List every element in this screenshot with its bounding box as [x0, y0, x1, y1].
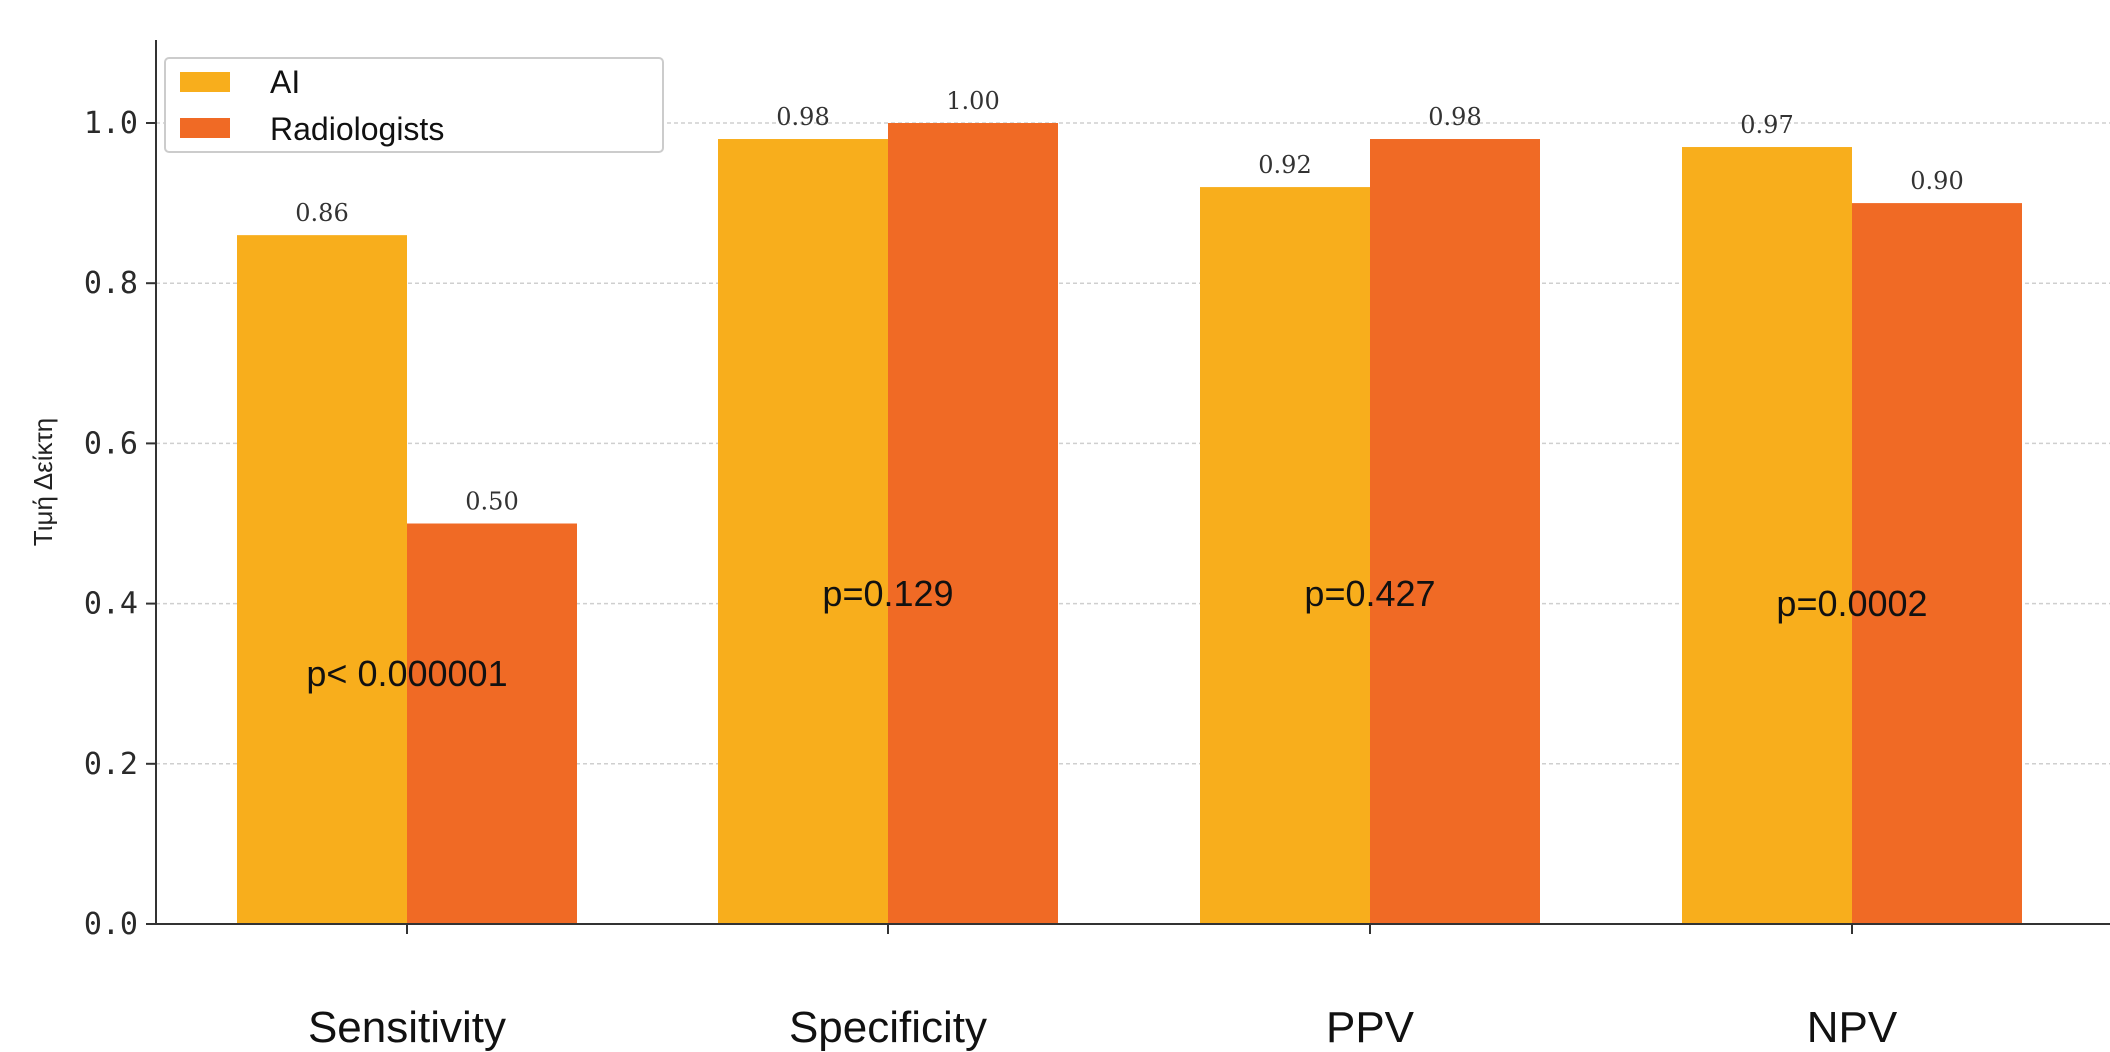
- p-value-annotation: p=0.0002: [1776, 583, 1927, 624]
- tick-layer: 0.0 0.2 0.4 0.6 0.8 1.0: [84, 106, 1853, 942]
- data-label-radiologists: 0.90: [1910, 167, 1963, 195]
- y-tick-label: 0.0: [84, 907, 138, 942]
- y-tick-label: 0.2: [84, 747, 138, 782]
- y-tick-label: 0.4: [84, 587, 138, 622]
- category-layer: Sensitivity Specificity PPV NPV: [308, 1003, 1898, 1052]
- data-label-radiologists: 1.00: [946, 87, 999, 115]
- category-label-ppv: PPV: [1326, 1003, 1415, 1052]
- data-label-radiologists: 0.98: [1428, 103, 1481, 131]
- data-label-ai: 0.97: [1740, 111, 1793, 139]
- y-tick-label: 0.6: [84, 426, 138, 461]
- legend-box: [164, 57, 664, 153]
- p-value-annotation: p=0.427: [1304, 573, 1435, 614]
- category-label-sensitivity: Sensitivity: [308, 1003, 506, 1052]
- data-label-ai: 0.92: [1258, 151, 1311, 179]
- bar-radiologists-sensitivity: [407, 523, 577, 924]
- bar-layer: [237, 123, 2022, 925]
- y-tick-label: 1.0: [84, 106, 138, 141]
- legend-swatch-radiologists: [180, 118, 230, 138]
- data-label-ai: 0.98: [776, 103, 829, 131]
- legend: AI Radiologists: [164, 57, 664, 153]
- bar-radiologists-specificity: [888, 123, 1058, 924]
- bar-radiologists-npv: [1852, 203, 2022, 925]
- category-label-npv: NPV: [1807, 1003, 1898, 1052]
- data-label-radiologists: 0.50: [465, 488, 518, 516]
- legend-label-radiologists: Radiologists: [270, 111, 444, 147]
- bar-ai-sensitivity: [237, 235, 407, 924]
- label-layer: 0.86 0.50 0.98 1.00 0.92 0.98 0.97 0.90: [295, 87, 1963, 516]
- p-value-annotation: p=0.129: [822, 573, 953, 614]
- legend-label-ai: AI: [270, 64, 300, 100]
- y-tick-label: 0.8: [84, 266, 138, 301]
- bar-ai-specificity: [718, 139, 888, 924]
- axis-layer: [155, 40, 2110, 925]
- bar-ai-npv: [1682, 147, 1852, 924]
- bar-radiologists-ppv: [1370, 139, 1540, 924]
- data-label-ai: 0.86: [295, 199, 348, 227]
- category-label-specificity: Specificity: [789, 1003, 987, 1052]
- annotation-layer: p< 0.000001 p=0.129 p=0.427 p=0.0002: [306, 573, 1927, 694]
- bar-ai-ppv: [1200, 187, 1370, 924]
- y-axis-label: Τιμή Δείκτη: [28, 418, 58, 546]
- legend-swatch-ai: [180, 72, 230, 92]
- p-value-annotation: p< 0.000001: [306, 653, 507, 694]
